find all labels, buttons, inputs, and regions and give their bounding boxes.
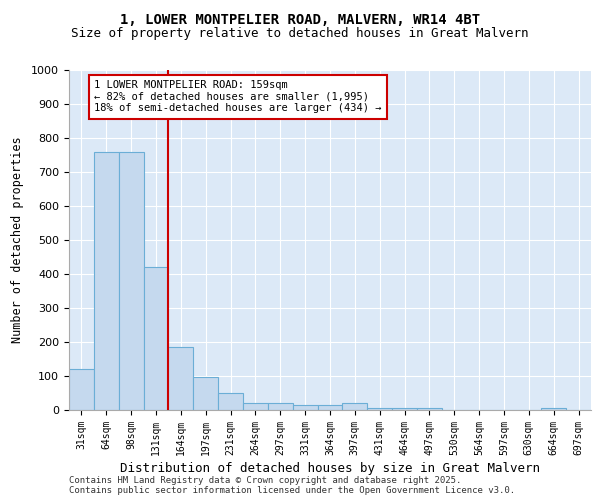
Bar [392, 408, 417, 410]
Text: Size of property relative to detached houses in Great Malvern: Size of property relative to detached ho… [71, 28, 529, 40]
Bar [343, 402, 367, 410]
Bar [119, 152, 143, 410]
X-axis label: Distribution of detached houses by size in Great Malvern: Distribution of detached houses by size … [120, 462, 540, 475]
Bar [317, 405, 343, 410]
Bar [367, 408, 392, 410]
Bar [193, 377, 218, 410]
Bar [94, 152, 119, 410]
Text: 1 LOWER MONTPELIER ROAD: 159sqm
← 82% of detached houses are smaller (1,995)
18%: 1 LOWER MONTPELIER ROAD: 159sqm ← 82% of… [94, 80, 382, 114]
Bar [243, 402, 268, 410]
Bar [143, 267, 169, 410]
Y-axis label: Number of detached properties: Number of detached properties [11, 136, 25, 344]
Bar [69, 369, 94, 410]
Text: Contains HM Land Registry data © Crown copyright and database right 2025.: Contains HM Land Registry data © Crown c… [69, 476, 461, 485]
Bar [293, 405, 317, 410]
Bar [417, 408, 442, 410]
Text: 1, LOWER MONTPELIER ROAD, MALVERN, WR14 4BT: 1, LOWER MONTPELIER ROAD, MALVERN, WR14 … [120, 12, 480, 26]
Text: Contains public sector information licensed under the Open Government Licence v3: Contains public sector information licen… [69, 486, 515, 495]
Bar [541, 408, 566, 410]
Bar [268, 402, 293, 410]
Bar [169, 347, 193, 410]
Bar [218, 393, 243, 410]
